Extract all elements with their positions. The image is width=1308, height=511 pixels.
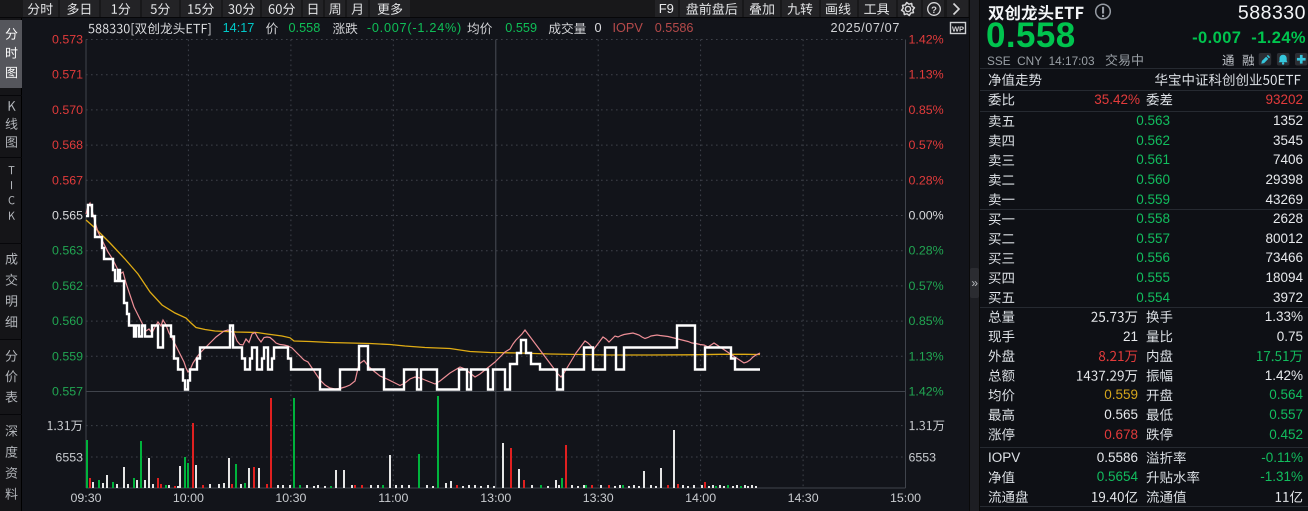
svg-text:0.28%: 0.28% [909,173,944,187]
svg-text:0.85%: 0.85% [909,314,944,328]
svg-text:11:00: 11:00 [378,491,408,505]
svg-text:0.565: 0.565 [52,209,83,223]
svg-text:0.573: 0.573 [52,33,83,47]
svg-text:1.13%: 1.13% [909,68,944,82]
svg-text:0.567: 0.567 [52,173,83,187]
svg-text:14:00: 14:00 [685,491,716,505]
svg-text:0.557: 0.557 [52,385,83,399]
svg-text:0.57%: 0.57% [909,138,944,152]
svg-text:13:00: 13:00 [480,491,511,505]
svg-text:0.571: 0.571 [52,68,83,82]
svg-text:14:30: 14:30 [788,491,819,505]
svg-text:0.00%: 0.00% [909,209,944,223]
svg-text:0.570: 0.570 [52,103,83,117]
svg-text:1.42%: 1.42% [909,33,944,47]
svg-text:0.28%: 0.28% [909,244,944,258]
svg-text:1.13%: 1.13% [909,349,944,363]
svg-text:»: » [971,276,978,290]
svg-text:13:30: 13:30 [583,491,614,505]
svg-text:WP: WP [952,25,964,34]
svg-text:10:30: 10:30 [275,491,306,505]
svg-text:0.568: 0.568 [52,138,83,152]
svg-text:09:30: 09:30 [70,491,101,505]
svg-text:10:00: 10:00 [173,491,204,505]
svg-text:6553: 6553 [909,450,937,464]
svg-text:6553: 6553 [55,450,83,464]
svg-text:15:00: 15:00 [890,491,921,505]
svg-text:0.57%: 0.57% [909,279,944,293]
svg-text:0.560: 0.560 [52,314,83,328]
svg-text:0.559: 0.559 [52,349,83,363]
svg-text:?: ? [931,5,937,16]
svg-text:1.42%: 1.42% [909,385,944,399]
svg-text:0.562: 0.562 [52,279,83,293]
svg-text:0.563: 0.563 [52,244,83,258]
svg-text:0.85%: 0.85% [909,103,944,117]
